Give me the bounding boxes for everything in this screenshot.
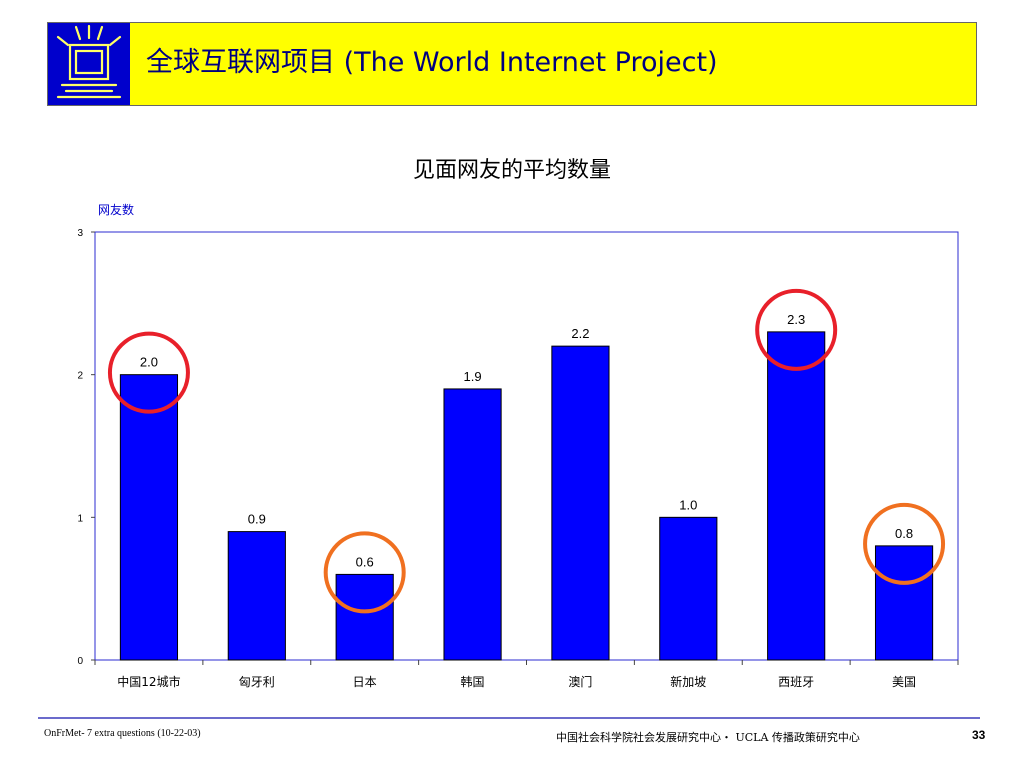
x-tick-label: 日本 bbox=[353, 675, 377, 689]
footer-organizations: 中国社会科学院社会发展研究中心・ UCLA 传播政策研究中心 bbox=[556, 731, 860, 744]
data-label: 2.3 bbox=[787, 312, 805, 327]
data-label: 1.9 bbox=[464, 369, 482, 384]
bar-2 bbox=[227, 531, 286, 661]
x-tick-label: 西班牙 bbox=[778, 675, 814, 689]
y-tick-label: 2 bbox=[77, 371, 83, 382]
tv-screen-logo-icon bbox=[48, 23, 130, 105]
page-number: 33 bbox=[972, 728, 986, 742]
data-label: 1.0 bbox=[679, 497, 697, 512]
data-label: 2.0 bbox=[140, 355, 158, 370]
y-axis-label: 网友数 bbox=[98, 202, 134, 217]
plot-area bbox=[94, 231, 959, 661]
x-tick-label: 中国12城市 bbox=[117, 674, 180, 689]
bar-1 bbox=[119, 374, 179, 661]
header-title: 全球互联网项目 (The World Internet Project) bbox=[146, 47, 718, 78]
highlight-circle bbox=[755, 288, 838, 371]
bar-4 bbox=[443, 388, 502, 661]
chart-title: 见面网友的平均数量 bbox=[412, 158, 611, 183]
highlight-circle bbox=[323, 531, 406, 614]
y-tick-label: 0 bbox=[77, 656, 83, 667]
footer-divider bbox=[38, 717, 980, 719]
x-tick-label: 韩国 bbox=[461, 674, 485, 689]
bar-5 bbox=[551, 345, 610, 661]
footer-note: OnFrMet- 7 extra questions (10-22-03) bbox=[44, 728, 201, 739]
bar-7 bbox=[767, 331, 826, 661]
highlight-circle bbox=[107, 331, 190, 414]
y-tick-label: 3 bbox=[77, 228, 83, 239]
data-label: 0.6 bbox=[356, 554, 374, 569]
bar-6 bbox=[659, 516, 718, 661]
data-label: 0.9 bbox=[248, 512, 266, 527]
bar-3 bbox=[335, 573, 394, 661]
x-tick-label: 澳门 bbox=[568, 674, 592, 689]
y-tick-label: 1 bbox=[77, 513, 83, 524]
data-label: 2.2 bbox=[571, 326, 589, 341]
data-label: 0.8 bbox=[895, 526, 913, 541]
x-tick-label: 新加坡 bbox=[670, 674, 706, 689]
bar-8 bbox=[874, 545, 934, 661]
highlight-circle bbox=[863, 502, 946, 585]
header-banner: 全球互联网项目 (The World Internet Project) bbox=[47, 22, 977, 106]
x-tick-label: 匈牙利 bbox=[239, 675, 275, 689]
x-tick-label: 美国 bbox=[892, 675, 916, 689]
